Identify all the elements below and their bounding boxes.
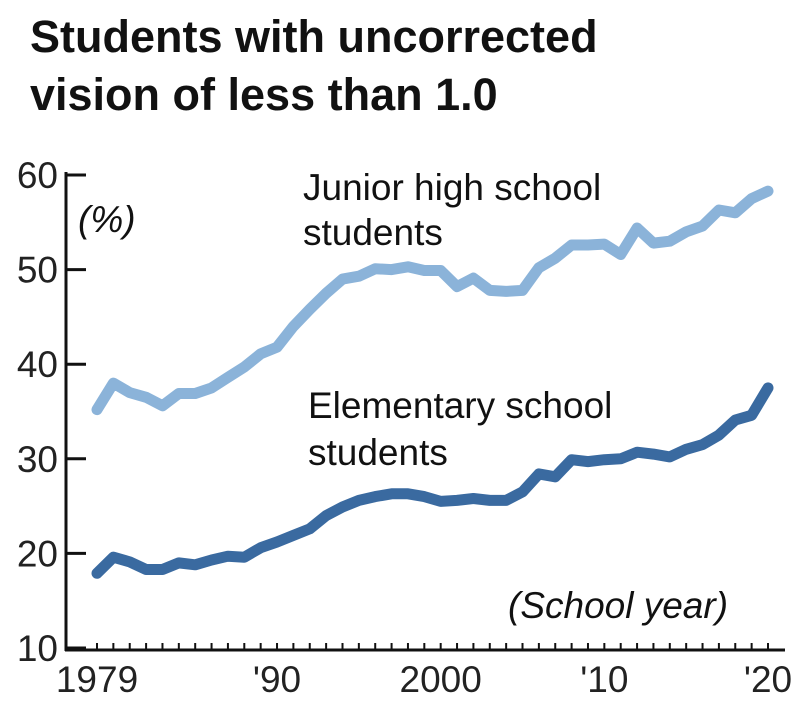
x-axis-label: (School year) <box>508 585 728 626</box>
chart-title-line-2: vision of less than 1.0 <box>30 69 498 120</box>
x-tick-label: '10 <box>580 659 628 700</box>
chart-title-line-1: Students with uncorrected <box>30 11 598 62</box>
y-axis-unit-label: (%) <box>78 199 136 240</box>
y-tick-label: 10 <box>17 628 58 669</box>
x-tick-label: 2000 <box>400 659 482 700</box>
series-label-elementary-2: students <box>308 432 448 473</box>
y-tick-label: 50 <box>17 250 58 291</box>
x-tick-label: '20 <box>744 659 792 700</box>
y-tick-label: 40 <box>17 344 58 385</box>
series-label-junior-high-2: students <box>303 212 443 253</box>
junior-high-line <box>91 185 774 416</box>
y-tick-label: 30 <box>17 439 58 480</box>
elementary-line <box>91 382 774 579</box>
y-tick-label: 60 <box>17 155 58 196</box>
series-label-elementary-1: Elementary school <box>308 385 612 426</box>
x-tick-label: 1979 <box>56 659 138 700</box>
y-tick-label: 20 <box>17 533 58 574</box>
series-label-junior-high-1: Junior high school <box>303 167 601 208</box>
x-tick-label: '90 <box>253 659 301 700</box>
